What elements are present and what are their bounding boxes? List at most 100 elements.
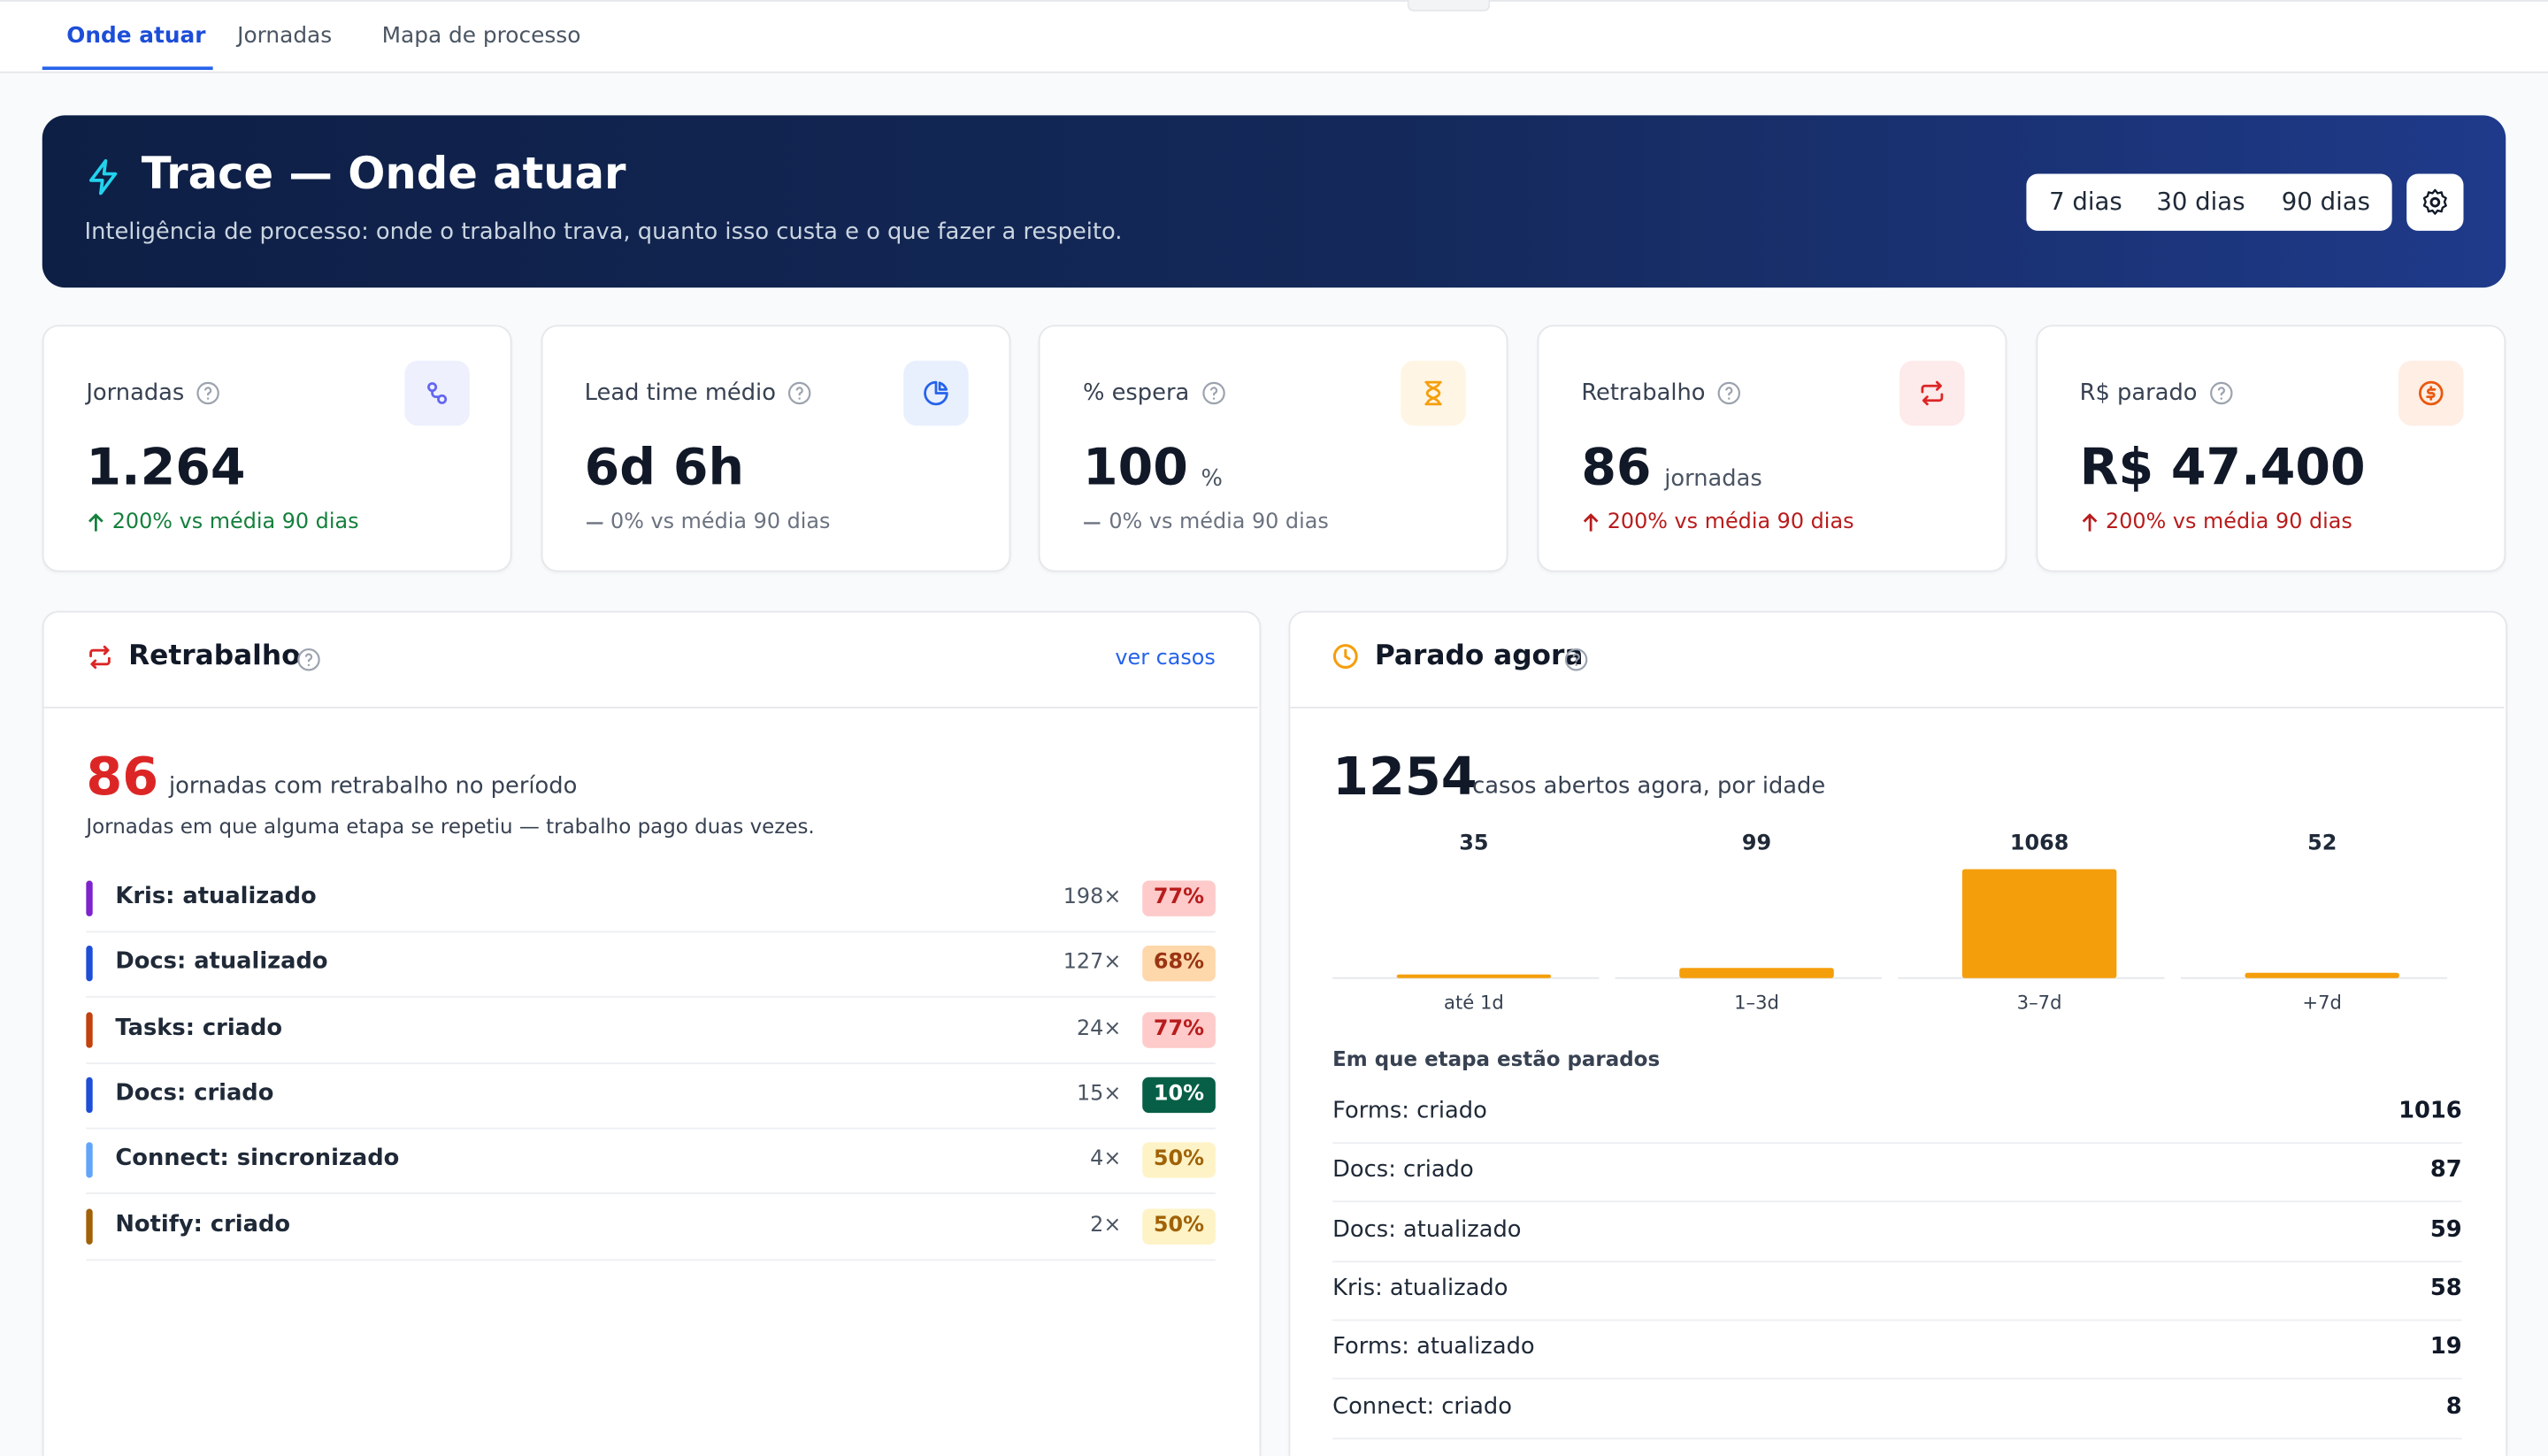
kpi-value: 100	[1082, 438, 1188, 498]
bar-value-label: 1068	[2010, 831, 2068, 855]
row-label: Docs: atualizado	[115, 949, 328, 976]
stage-divider	[1332, 1437, 2462, 1439]
tab[interactable]: Mapa de processo	[381, 22, 581, 50]
period-option[interactable]: 7 dias	[2049, 187, 2122, 217]
kpi-delta: 200% vs média 90 dias	[2106, 510, 2352, 535]
stage-label: Connect: criado	[1332, 1393, 1512, 1420]
row-count: 4×	[1090, 1147, 1122, 1172]
settings-button[interactable]	[2406, 173, 2464, 231]
row-color	[86, 1142, 93, 1178]
repeat-icon	[89, 645, 111, 670]
stage-label: Forms: atualizado	[1332, 1334, 1535, 1360]
x-tick-label: +7d	[2302, 992, 2342, 1014]
kpi-value: 1.264	[86, 438, 246, 498]
stage-value: 1016	[2398, 1098, 2462, 1125]
row-color	[86, 946, 93, 982]
kpi-icon-box	[1401, 360, 1467, 426]
bar	[1679, 968, 1834, 978]
row-divider	[86, 931, 1216, 933]
stage-divider	[1332, 1377, 2462, 1380]
row-share: 50%	[1141, 1207, 1216, 1245]
kpi-icon	[923, 380, 948, 406]
row-color	[86, 1077, 93, 1113]
help-icon[interactable]	[295, 647, 321, 672]
row-count: 127×	[1063, 951, 1122, 976]
stalled-count-text: casos abertos agora, por idade	[1472, 773, 1826, 800]
stage-label: Kris: atualizado	[1332, 1275, 1508, 1302]
stage-divider	[1332, 1142, 2462, 1145]
stalled-count: 1254	[1332, 746, 1477, 808]
tab[interactable]: Onde atuar	[66, 22, 206, 50]
row-label: Notify: criado	[115, 1211, 291, 1238]
stage-value: 19	[2429, 1334, 2462, 1360]
gear-icon	[2422, 188, 2447, 215]
stage-divider	[1332, 1260, 2462, 1262]
trend-icon	[1584, 513, 1599, 532]
bar	[1396, 974, 1552, 978]
x-tick-label: até 1d	[1444, 992, 1504, 1014]
help-icon[interactable]	[2208, 380, 2234, 406]
tab-bar	[0, 0, 2548, 73]
trend-icon	[586, 522, 602, 525]
kpi-unit: %	[1201, 466, 1223, 493]
kpi-icon-box	[404, 360, 470, 426]
row-label: Kris: atualizado	[115, 884, 317, 910]
stage-divider	[1332, 1319, 2462, 1322]
x-tick-label: 1–3d	[1734, 992, 1779, 1014]
kpi-delta: 200% vs média 90 dias	[1607, 510, 1854, 535]
banner-subtitle: Inteligência de processo: onde o trabalh…	[84, 218, 1123, 246]
help-icon[interactable]	[1563, 647, 1589, 672]
bar-value-label: 35	[1459, 831, 1488, 855]
row-count: 198×	[1063, 885, 1122, 910]
row-divider	[86, 1061, 1216, 1064]
kpi-label: Jornadas	[86, 379, 185, 407]
kpi-label: R$ parado	[2079, 379, 2198, 407]
stage-label: Docs: atualizado	[1332, 1215, 1522, 1243]
rework-count: 86	[86, 746, 159, 808]
rework-link[interactable]: ver casos	[1115, 647, 1216, 671]
help-icon[interactable]	[1201, 380, 1226, 406]
row-divider	[86, 996, 1216, 999]
stage-value: 59	[2429, 1215, 2462, 1243]
period-selector	[2026, 173, 2392, 231]
kpi-label: Retrabalho	[1581, 379, 1706, 407]
stage-label: Forms: criado	[1332, 1098, 1487, 1125]
row-count: 2×	[1090, 1213, 1122, 1238]
row-color	[86, 1011, 93, 1047]
row-color	[86, 880, 93, 916]
stalled-title: Parado agora	[1374, 640, 1584, 673]
stage-value: 8	[2445, 1393, 2462, 1420]
row-color	[86, 1207, 93, 1245]
row-label: Tasks: criado	[115, 1015, 283, 1041]
kpi-value: 6d 6h	[584, 438, 745, 498]
bar	[1961, 869, 2117, 978]
kpi-unit: jornadas	[1664, 466, 1762, 493]
divider	[43, 706, 1258, 709]
bolt-icon	[89, 159, 118, 195]
row-count: 24×	[1076, 1016, 1122, 1041]
bar-value-label: 52	[2307, 831, 2337, 855]
rework-panel	[42, 610, 1262, 1456]
tab[interactable]: Jornadas	[237, 22, 333, 50]
stages-title: Em que etapa estão parados	[1332, 1046, 1661, 1071]
kpi-icon	[1425, 380, 1443, 406]
row-share: 77%	[1141, 880, 1216, 916]
period-option[interactable]: 30 dias	[2156, 187, 2245, 217]
bar-value-label: 99	[1742, 831, 1771, 855]
kpi-icon	[2418, 380, 2444, 406]
kpi-label: Lead time médio	[584, 379, 776, 407]
row-count: 15×	[1076, 1082, 1122, 1107]
kpi-value: R$ 47.400	[2079, 438, 2366, 498]
kpi-icon	[427, 382, 448, 404]
help-icon[interactable]	[196, 380, 221, 406]
kpi-icon	[1921, 380, 1944, 406]
row-share: 10%	[1141, 1077, 1216, 1113]
rework-title: Retrabalho	[128, 640, 301, 673]
kpi-icon-box	[1899, 360, 1965, 426]
kpi-label: % espera	[1082, 379, 1190, 407]
help-icon[interactable]	[787, 380, 813, 406]
period-option[interactable]: 90 dias	[2281, 187, 2370, 217]
help-icon[interactable]	[1716, 380, 1742, 406]
row-divider	[86, 1127, 1216, 1130]
